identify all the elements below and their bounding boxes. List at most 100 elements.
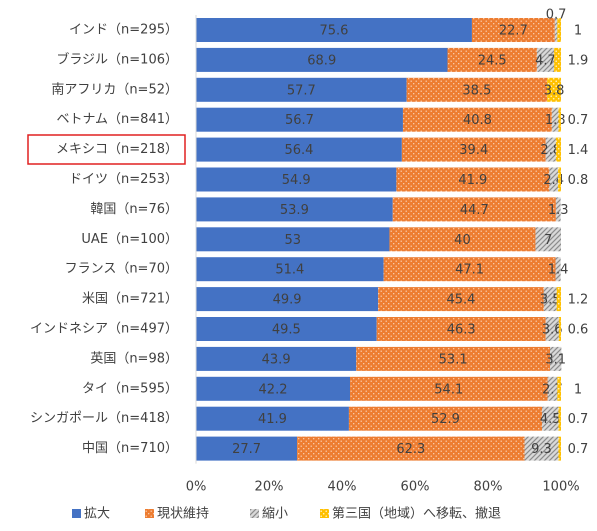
bar-segment [196,77,407,102]
legend-label: 第三国（地域）へ移転、撤退 [332,506,501,522]
bar-segment [356,346,551,371]
bar-segment [196,287,379,312]
y-tick-label: ブラジル（n=106） [56,51,178,67]
data-label: 24.5 [478,53,507,68]
data-label: 68.9 [307,53,336,68]
data-label: 52.9 [431,412,460,427]
legend-label: 現状維持 [157,507,209,522]
legend-swatch [145,509,154,518]
data-label: 57.7 [287,83,316,98]
y-tick-label: 中国（n=710） [82,441,178,456]
data-label: 39.4 [459,143,488,158]
bar-segment [557,376,561,401]
data-label: 43.9 [262,352,291,367]
bar-segment [196,18,472,42]
data-label: 45.4 [447,293,476,308]
data-label: 0.7 [568,442,589,457]
data-label: 47.1 [455,263,484,278]
data-label: 1.4 [568,143,589,158]
y-tick-label: インドネシア（n=497） [30,322,178,337]
data-label: 53.9 [280,203,309,218]
data-label: 3.5 [540,293,561,308]
bar-segment [556,287,561,312]
legend-label: 縮小 [262,506,288,522]
x-tick-label: 60% [401,480,430,495]
data-label: 41.9 [258,412,287,427]
bar-segment [535,227,561,252]
bar-segment [196,137,402,162]
bar-segment [524,436,559,461]
bar-segment [392,197,556,222]
y-tick-label: ベトナム（n=841） [56,112,178,127]
legend-swatch [250,509,259,518]
data-label: 1.4 [548,263,569,278]
data-label: 22.7 [499,24,528,39]
bar-segment [554,18,558,42]
y-tick-label: タイ（n=595） [82,381,178,396]
data-label: 46.3 [447,323,476,338]
y-tick-label: 韓国（n=76） [90,202,178,217]
data-label: 41.9 [458,173,487,188]
bar-segment [545,317,559,341]
bar-segment [350,376,548,401]
data-label: 3.6 [542,323,563,338]
data-label: 0.7 [568,113,589,128]
data-label: 9.3 [531,442,552,457]
data-label: 3.1 [545,352,566,367]
bar-segment [196,346,357,371]
data-label: 0.6 [568,323,589,338]
bar-segment [547,376,558,401]
bar-segment [196,436,298,461]
y-tick-label: 南アフリカ（n=52） [51,81,178,97]
x-tick-label: 40% [328,480,357,495]
data-label: 4.5 [540,412,561,427]
x-tick-label: 0% [186,480,207,495]
data-label: 53.1 [439,352,468,367]
bar-segment [536,47,555,72]
y-tick-label: インド（n=295） [69,23,178,38]
data-label: 56.7 [285,113,314,128]
legend-swatch [72,509,81,518]
bar-segment [348,406,543,431]
bar-segment [196,227,390,252]
data-label: 4.7 [535,53,556,68]
bar-segment [558,317,561,341]
bar-segment [196,47,448,72]
bar-segment [196,167,397,192]
data-label: 51.4 [275,263,304,278]
bar-segment [558,107,561,132]
bar-segment [396,167,550,192]
bar-segment [196,376,351,401]
data-label: 42.2 [259,382,288,397]
bar-segment [196,257,384,282]
bar-segment [378,287,544,312]
data-label: 1 [574,24,582,39]
bar-segment [543,287,557,312]
legend-label: 拡大 [84,507,110,522]
bar-segment [558,406,561,431]
highlight-box [27,134,186,165]
x-tick-label: 80% [474,480,503,495]
y-tick-label: フランス（n=70） [65,262,178,277]
bar-segment [545,137,556,162]
bar-segment [551,107,559,132]
data-label: 0.7 [546,8,567,23]
bar-segment [383,257,556,282]
bar-segment [555,257,561,282]
bar-segment [389,227,536,252]
bar-segment [542,406,559,431]
data-label: 38.5 [462,83,491,98]
data-label: 1 [574,382,582,397]
data-label: 54.9 [282,173,311,188]
bar-segment [196,406,349,431]
bar-segment [402,107,552,132]
y-tick-label: メキシコ（n=218） [56,142,178,157]
data-label: 3.8 [544,83,565,98]
y-tick-label: UAE（n=100） [81,232,178,247]
bar-segment [554,47,561,72]
bar-segment [471,18,555,42]
bar-segment [555,197,561,222]
data-label: 49.5 [272,323,301,338]
bar-segment [549,167,559,192]
